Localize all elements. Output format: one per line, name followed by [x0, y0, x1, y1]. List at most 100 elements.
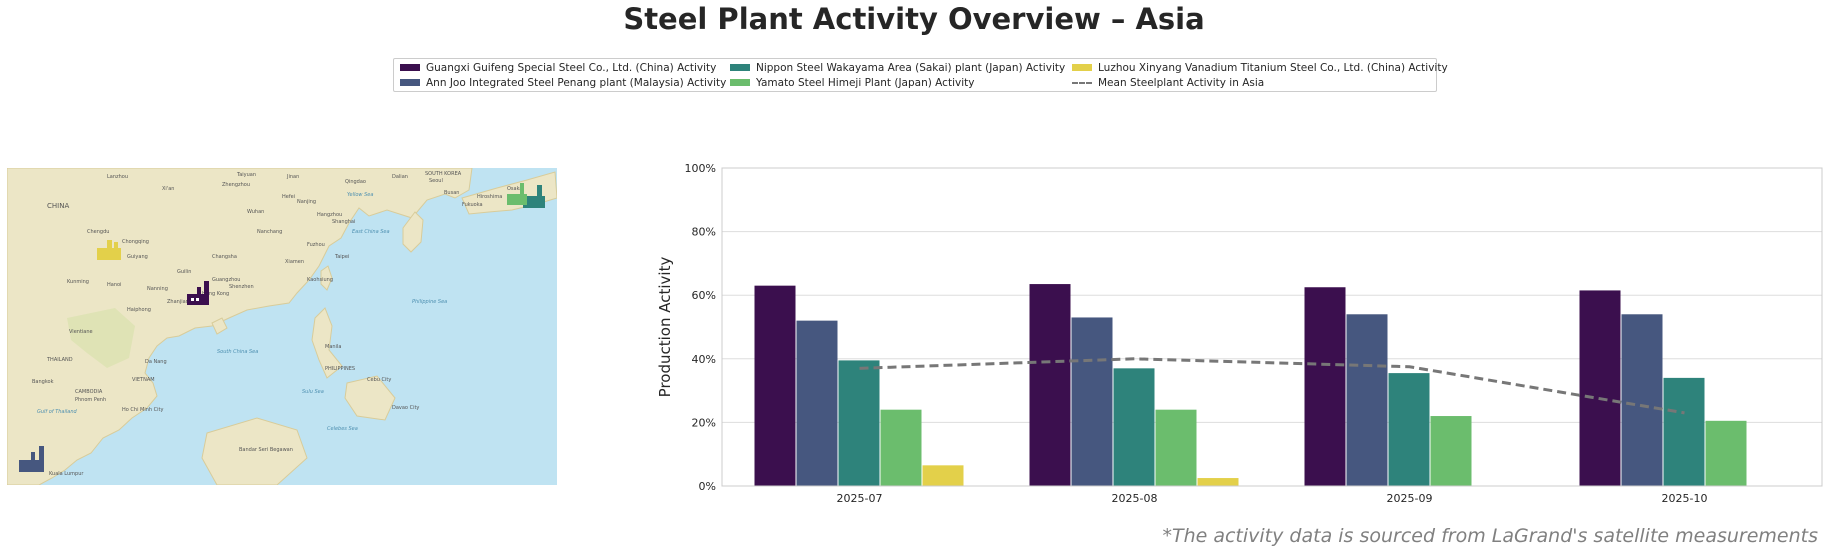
- map-hainan: [211, 317, 228, 335]
- map-label-hanoi: Hanoi: [107, 282, 121, 288]
- bar: [1113, 368, 1155, 486]
- map-label-hong-kong: Hong Kong: [202, 291, 229, 297]
- bar: [1621, 314, 1663, 486]
- map-label-kuala-lumpur: Kuala Lumpur: [49, 471, 84, 477]
- legend-label-nippon: Nippon Steel Wakayama Area (Sakai) plant…: [756, 62, 1066, 74]
- map-label-cambodia: CAMBODIA: [75, 389, 103, 395]
- map-label-kunming: Kunming: [67, 279, 89, 285]
- map-label-dalian: Dalian: [392, 174, 408, 180]
- map-mindanao: [344, 375, 396, 421]
- bar: [796, 320, 838, 486]
- map-label-chongqing: Chongqing: [122, 239, 149, 245]
- bar: [1663, 377, 1705, 486]
- map-label-china: CHINA: [47, 202, 69, 210]
- mean-line-layer: [859, 357, 1685, 415]
- map-label-guilin: Guilin: [177, 269, 191, 275]
- map-label-sulu-sea: Sulu Sea: [302, 389, 324, 395]
- map-label-thailand: THAILAND: [46, 357, 73, 363]
- legend-label-guangxi: Guangxi Guifeng Special Steel Co., Ltd. …: [426, 62, 717, 74]
- map-label-kaohsiung: Kaohsiung: [307, 277, 333, 283]
- map-label-bandar-seri-begawan: Bandar Seri Begawan: [239, 447, 293, 453]
- map-label-da-nang: Da Nang: [145, 359, 167, 365]
- map-label-taipei: Taipei: [334, 254, 349, 260]
- legend-label-yamato: Yamato Steel Himeji Plant (Japan) Activi…: [756, 77, 975, 89]
- map-label-wuhan: Wuhan: [247, 209, 264, 215]
- factory-marker-nippon: [523, 185, 545, 208]
- map-label-hiroshima: Hiroshima: [477, 194, 502, 200]
- map-label-manila: Manila: [325, 344, 341, 350]
- x-tick-label: 2025-10: [1662, 492, 1708, 505]
- bar: [880, 409, 922, 486]
- bar: [1155, 409, 1197, 486]
- map-label-changsha: Changsha: [212, 254, 237, 260]
- legend-swatch-yamato: [730, 79, 750, 86]
- legend-swatch-luzhou: [1072, 64, 1092, 71]
- map-borneo: [201, 417, 308, 485]
- map-label-haiphong: Haiphong: [127, 307, 151, 313]
- map-label-vientiane: Vientiane: [69, 329, 93, 335]
- map-label-fukuoka: Fukuoka: [462, 202, 483, 208]
- map-label-xian: Xi'an: [162, 186, 174, 192]
- bar: [1029, 284, 1071, 486]
- legend-swatch-annjoo: [400, 79, 420, 86]
- x-tick-label: 2025-08: [1112, 492, 1158, 505]
- legend: Guangxi Guifeng Special Steel Co., Ltd. …: [393, 58, 1448, 92]
- map-label-hangzhou: Hangzhou: [317, 212, 342, 218]
- bar: [1071, 317, 1113, 486]
- factory-marker-luzhou: [97, 240, 121, 260]
- map-label-philippine-sea: Philippine Sea: [412, 299, 447, 305]
- legend-label-mean: Mean Steelplant Activity in Asia: [1098, 77, 1265, 89]
- legend-label-luzhou: Luzhou Xinyang Vanadium Titanium Steel C…: [1098, 62, 1448, 74]
- map-label-osaka: Osaka: [507, 186, 522, 192]
- legend-swatch-nippon: [730, 64, 750, 71]
- y-tick-label: 0%: [699, 480, 716, 493]
- legend-swatch-mean: [1072, 82, 1092, 84]
- factory-marker-annjoo: [19, 446, 44, 472]
- y-tick-label: 100%: [685, 162, 716, 175]
- map-label-yellow-sea: Yellow Sea: [347, 192, 373, 198]
- map-label-chengdu: Chengdu: [87, 229, 109, 235]
- map-label-gulf-of-thailand: Gulf of Thailand: [37, 409, 77, 415]
- map-taiwan: [320, 265, 333, 291]
- plant-location-map: CHINA Hanoi Hong Kong Shanghai Taipei Ma…: [7, 168, 557, 485]
- factory-marker-guangxi: [187, 281, 209, 305]
- bar: [1579, 290, 1621, 486]
- map-label-taiyuan: Taiyuan: [236, 172, 256, 178]
- map-label-cebu: Cebu City: [367, 377, 391, 383]
- bars: [754, 284, 1747, 486]
- map-forest-highland: [67, 308, 135, 368]
- bar: [1304, 287, 1346, 486]
- map-luzon: [311, 307, 343, 379]
- map-label-zhengzhou: Zhengzhou: [222, 182, 250, 188]
- y-tick-label: 40%: [692, 353, 716, 366]
- map-label-celebes-sea: Celebes Sea: [327, 426, 358, 432]
- map-label-shenzhen: Shenzhen: [229, 284, 254, 290]
- map-label-vietnam: VIETNAM: [132, 377, 155, 383]
- map-label-nanjing: Nanjing: [297, 199, 316, 205]
- map-korea: [402, 211, 424, 253]
- y-tick-label: 60%: [692, 289, 716, 302]
- tick-labels: 0% 20% 40% 60% 80% 100% 2025-07 2025-08 2025-09 2…: [685, 162, 1708, 505]
- activity-bar-chart: 0% 20% 40% 60% 80% 100% 2025-07 2025-08 2025-09 2…: [640, 160, 1828, 505]
- map-label-jinan: Jinan: [286, 174, 299, 180]
- bar: [1388, 373, 1430, 486]
- y-tick-label: 80%: [692, 226, 716, 239]
- bar: [1705, 420, 1747, 486]
- y-tick-label: 20%: [692, 416, 716, 429]
- legend-swatch-guangxi: [400, 64, 420, 71]
- map-label-seoul: Seoul: [429, 178, 443, 184]
- factory-marker-yamato: [507, 183, 527, 205]
- map-label-philippines: PHILIPPINES: [325, 366, 355, 372]
- footnote: *The activity data is sourced from LaGra…: [1162, 525, 1818, 547]
- map-label-nanning: Nanning: [147, 286, 168, 292]
- chart-title: Steel Plant Activity Overview – Asia: [623, 2, 1205, 36]
- map-label-ho-chi-minh: Ho Chi Minh City: [122, 407, 164, 413]
- bar: [754, 285, 796, 486]
- map-label-phnom-penh: Phnom Penh: [75, 397, 106, 403]
- map-label-hefei: Hefei: [282, 194, 295, 200]
- map-label-south-china-sea: South China Sea: [217, 349, 258, 355]
- map-label-bangkok: Bangkok: [32, 379, 54, 385]
- mean-line: [859, 357, 1685, 415]
- map-label-south-korea: SOUTH KOREA: [425, 171, 462, 177]
- map-label-nanchang: Nanchang: [257, 229, 282, 235]
